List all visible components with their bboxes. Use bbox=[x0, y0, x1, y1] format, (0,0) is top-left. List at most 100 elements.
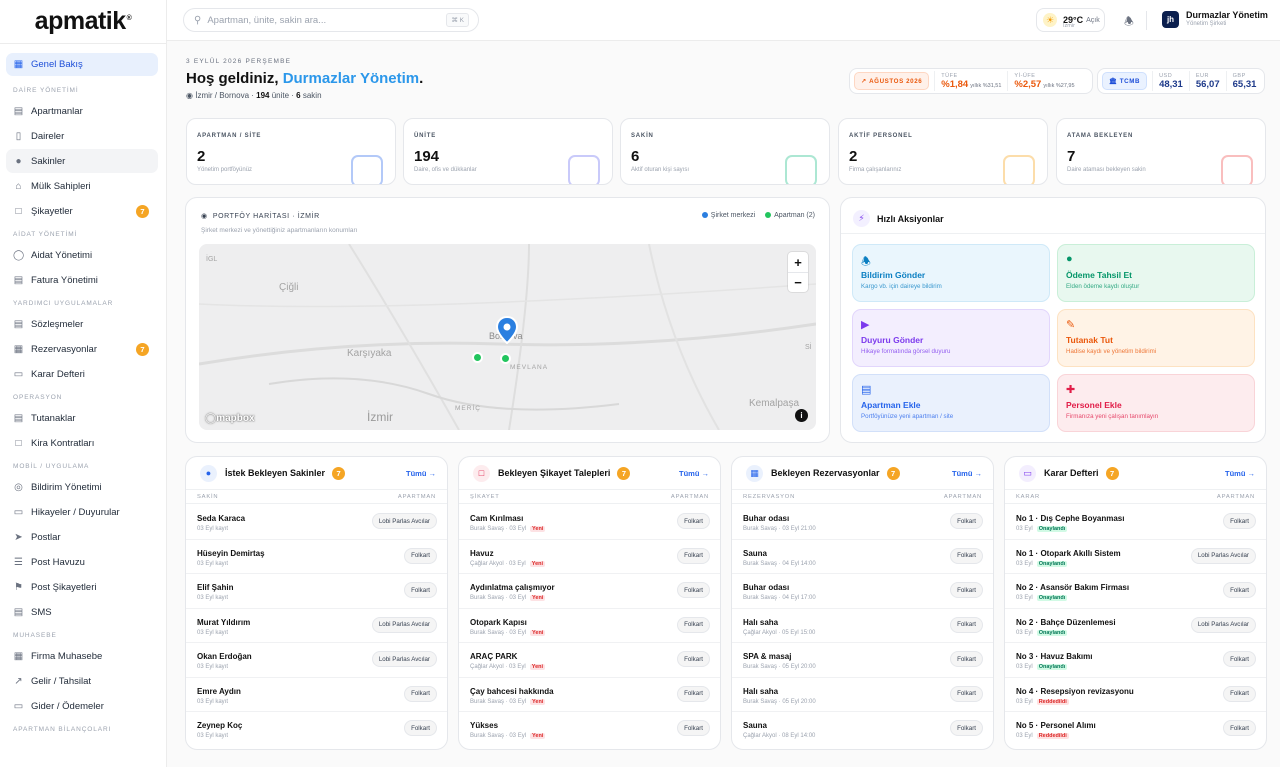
quick-action-button[interactable]: 🕭 Bildirim Gönder Kargo vb. için daireye b… bbox=[852, 244, 1050, 302]
notification-bell-icon[interactable]: 🕭 bbox=[1124, 16, 1134, 28]
zoom-out-button[interactable]: − bbox=[788, 272, 808, 292]
apartment-pill[interactable]: Folkart bbox=[950, 720, 983, 736]
list-item[interactable]: Aydınlatma çalışmıyor Burak Savaş · 03 Ey… bbox=[459, 574, 720, 609]
stat-card[interactable]: SAKİN 6 Aktif oturan kişi sayısı bbox=[620, 118, 830, 185]
sidebar-item[interactable]: ☰ Post Havuzu bbox=[6, 550, 158, 574]
sidebar-item[interactable]: ▯ Daireler bbox=[6, 124, 158, 148]
list-item[interactable]: Hüseyin Demirtaş 03 Eyl kayıt Folkart bbox=[186, 540, 447, 574]
apartment-pill[interactable]: Folkart bbox=[677, 547, 710, 564]
stat-card[interactable]: APARTMAN / SİTE 2 Yönetim portföyünüz bbox=[186, 118, 396, 185]
stat-card[interactable]: AKTİF PERSONEL 2 Firma çalışanlarınız bbox=[838, 118, 1048, 185]
list-item[interactable]: Sauna Burak Savaş · 04 Eyl 14:00 Folkart bbox=[732, 540, 993, 574]
apartment-pill[interactable]: Folkart bbox=[1223, 651, 1256, 667]
stat-card[interactable]: ATAMA BEKLEYEN 7 Daire ataması bekleyen sa… bbox=[1056, 118, 1266, 185]
sidebar-item[interactable]: ▭ Hikayeler / Duyurular bbox=[6, 500, 158, 524]
apartment-pill[interactable]: Folkart bbox=[404, 547, 437, 564]
sidebar-item[interactable]: ⚑ Post Şikayetleri bbox=[6, 575, 158, 599]
apartment-pill[interactable]: Folkart bbox=[404, 685, 437, 702]
apartment-pill[interactable]: Folkart bbox=[950, 685, 983, 702]
quick-action-button[interactable]: ● Ödeme Tahsil Et Elden ödeme kaydı oluştu… bbox=[1057, 244, 1255, 302]
list-item[interactable]: Havuz Çağlar Akyol · 03 Eyl Yeni Folkart bbox=[459, 540, 720, 574]
list-item[interactable]: No 5 · Personel Alımı 03 Eyl Reddedildi Fol… bbox=[1005, 712, 1266, 747]
sidebar-item[interactable]: ↗ Gelir / Tahsilat bbox=[6, 669, 158, 693]
sidebar-item[interactable]: □ Şikayetler 7 bbox=[6, 199, 158, 223]
apartment-marker[interactable] bbox=[472, 352, 483, 363]
apartment-pill[interactable]: Folkart bbox=[950, 651, 983, 667]
apartment-pill[interactable]: Lobi Parlas Avcılar bbox=[1190, 616, 1256, 633]
sidebar-item[interactable]: ▤ Sözleşmeler bbox=[6, 312, 158, 336]
list-item[interactable]: Murat Yıldırım 03 Eyl kayıt Lobi Parlas Av… bbox=[186, 609, 447, 643]
apartment-marker[interactable] bbox=[500, 353, 511, 364]
list-item[interactable]: Buhar odası Burak Savaş · 04 Eyl 17:00 Fol… bbox=[732, 574, 993, 609]
list-item[interactable]: Çay bahcesi hakkında Burak Savaş · 03 Eyl… bbox=[459, 678, 720, 712]
apartment-pill[interactable]: Lobi Parlas Avcılar bbox=[371, 651, 437, 667]
sidebar-item[interactable]: ▦ Genel Bakış bbox=[6, 53, 158, 76]
apartment-pill[interactable]: Folkart bbox=[677, 513, 710, 529]
sidebar-item[interactable]: ◯ Aidat Yönetimi bbox=[6, 243, 158, 267]
weather-widget[interactable]: ☀ 29°C Açık İzmir bbox=[1036, 8, 1105, 32]
search-input[interactable]: ⚲ Apartman, ünite, sakin ara... ⌘ K bbox=[183, 8, 479, 32]
quick-action-button[interactable]: ▤ Apartman Ekle Portföyünüze yeni apartman… bbox=[852, 374, 1050, 432]
list-item[interactable]: No 2 · Asansör Bakım Firması 03 Eyl Onayla… bbox=[1005, 574, 1266, 609]
apartment-pill[interactable]: Folkart bbox=[677, 651, 710, 667]
list-item[interactable]: Halı saha Burak Savaş · 05 Eyl 20:00 Folka… bbox=[732, 678, 993, 712]
sidebar-item[interactable]: ▤ SMS bbox=[6, 600, 158, 624]
brand-logo[interactable]: apmatik ® bbox=[0, 0, 166, 44]
list-item[interactable]: Buhar odası Burak Savaş · 03 Eyl 21:00 Fol… bbox=[732, 505, 993, 540]
sidebar-item[interactable]: ▭ Gider / Ödemeler bbox=[6, 694, 158, 718]
apartment-pill[interactable]: Folkart bbox=[677, 720, 710, 736]
company-hq-marker[interactable] bbox=[496, 316, 518, 344]
list-item[interactable]: No 2 · Bahçe Düzenlemesi 03 Eyl Onaylandı L… bbox=[1005, 609, 1266, 643]
sidebar-item[interactable]: ● Sakinler bbox=[6, 149, 158, 173]
list-item[interactable]: Cam Kırılması Burak Savaş · 03 Eyl Yeni Fol… bbox=[459, 505, 720, 540]
sidebar-item[interactable]: ▦ Firma Muhasebe bbox=[6, 644, 158, 668]
list-item[interactable]: Seda Karaca 03 Eyl kayıt Lobi Parlas Avcıl… bbox=[186, 505, 447, 540]
apartment-pill[interactable]: Folkart bbox=[677, 685, 710, 702]
apartment-pill[interactable]: Folkart bbox=[677, 616, 710, 633]
list-item[interactable]: Otopark Kapısı Burak Savaş · 03 Eyl Yeni Fo… bbox=[459, 609, 720, 643]
inflation-rates[interactable]: ↗ AĞUSTOS 2026 TÜFE %1,84 yıllık %31,51 Yİ… bbox=[849, 68, 1093, 94]
quick-action-button[interactable]: ✎ Tutanak Tut Hadise kaydı ve yönetim bild… bbox=[1057, 309, 1255, 367]
apartment-pill[interactable]: Folkart bbox=[1223, 685, 1256, 702]
apartment-pill[interactable]: Folkart bbox=[1223, 582, 1256, 598]
apartment-pill[interactable]: Lobi Parlas Avcılar bbox=[371, 616, 437, 633]
quick-action-button[interactable]: ▶ Duyuru Gönder Hikaye formatında görsel d… bbox=[852, 309, 1050, 367]
stat-card[interactable]: ÜNİTE 194 Daire, ofis ve dükkanlar bbox=[403, 118, 613, 185]
apartment-pill[interactable]: Folkart bbox=[950, 547, 983, 564]
user-name[interactable]: Durmazlar Yönetim bbox=[1186, 10, 1268, 20]
map-info-button[interactable]: i bbox=[795, 409, 808, 422]
sidebar-item[interactable]: ▦ Rezervasyonlar 7 bbox=[6, 337, 158, 361]
apartment-pill[interactable]: Folkart bbox=[950, 616, 983, 633]
apartment-pill[interactable]: Folkart bbox=[404, 582, 437, 598]
sidebar-item[interactable]: ▤ Apartmanlar bbox=[6, 99, 158, 123]
view-all-link[interactable]: Tümü → bbox=[952, 468, 982, 478]
apartment-pill[interactable]: Folkart bbox=[1223, 720, 1256, 736]
mapbox-logo[interactable]: ◯mapbox bbox=[205, 413, 255, 424]
apartment-pill[interactable]: Folkart bbox=[677, 582, 710, 598]
list-item[interactable]: No 4 · Resepsiyon revizasyonu 03 Eyl Redde… bbox=[1005, 678, 1266, 712]
list-item[interactable]: Okan Erdoğan 03 Eyl kayıt Lobi Parlas Avcı… bbox=[186, 643, 447, 678]
currency-rates[interactable]: 🏛 TCMB USD 48,31 EUR 56,07 GBP 65,31 bbox=[1097, 68, 1265, 94]
sidebar-item[interactable]: ➤ Postlar bbox=[6, 525, 158, 549]
sidebar-item[interactable]: ◎ Bildirim Yönetimi bbox=[6, 475, 158, 499]
view-all-link[interactable]: Tümü → bbox=[1225, 468, 1255, 478]
view-all-link[interactable]: Tümü → bbox=[406, 468, 436, 478]
sidebar-item[interactable]: ▤ Fatura Yönetimi bbox=[6, 268, 158, 292]
list-item[interactable]: Elif Şahin 03 Eyl kayıt Folkart bbox=[186, 574, 447, 609]
list-item[interactable]: SPA & masaj Burak Savaş · 05 Eyl 20:00 Fol… bbox=[732, 643, 993, 678]
list-item[interactable]: Yükses Burak Savaş · 03 Eyl Yeni Folkart bbox=[459, 712, 720, 747]
sidebar-item[interactable]: □ Kira Kontratları bbox=[6, 431, 158, 455]
list-item[interactable]: ARAÇ PARK Çağlar Akyol · 03 Eyl Yeni Folkar… bbox=[459, 643, 720, 678]
list-item[interactable]: No 3 · Havuz Bakımı 03 Eyl Onaylandı Folkar… bbox=[1005, 643, 1266, 678]
quick-action-button[interactable]: ✚ Personel Ekle Firmanıza yeni çalışan tan… bbox=[1057, 374, 1255, 432]
list-item[interactable]: Halı saha Çağlar Akyol · 05 Eyl 15:00 Folk… bbox=[732, 609, 993, 643]
apartment-pill[interactable]: Folkart bbox=[950, 513, 983, 529]
apartment-pill[interactable]: Lobi Parlas Avcılar bbox=[1190, 547, 1256, 564]
view-all-link[interactable]: Tümü → bbox=[679, 468, 709, 478]
avatar[interactable]: jh bbox=[1162, 11, 1179, 28]
list-item[interactable]: Zeynep Koç 03 Eyl kayıt Folkart bbox=[186, 712, 447, 747]
list-item[interactable]: Emre Aydın 03 Eyl kayıt Folkart bbox=[186, 678, 447, 712]
apartment-pill[interactable]: Folkart bbox=[404, 720, 437, 736]
sidebar-item[interactable]: ▭ Karar Defteri bbox=[6, 362, 158, 386]
apartment-pill[interactable]: Folkart bbox=[1223, 513, 1256, 529]
